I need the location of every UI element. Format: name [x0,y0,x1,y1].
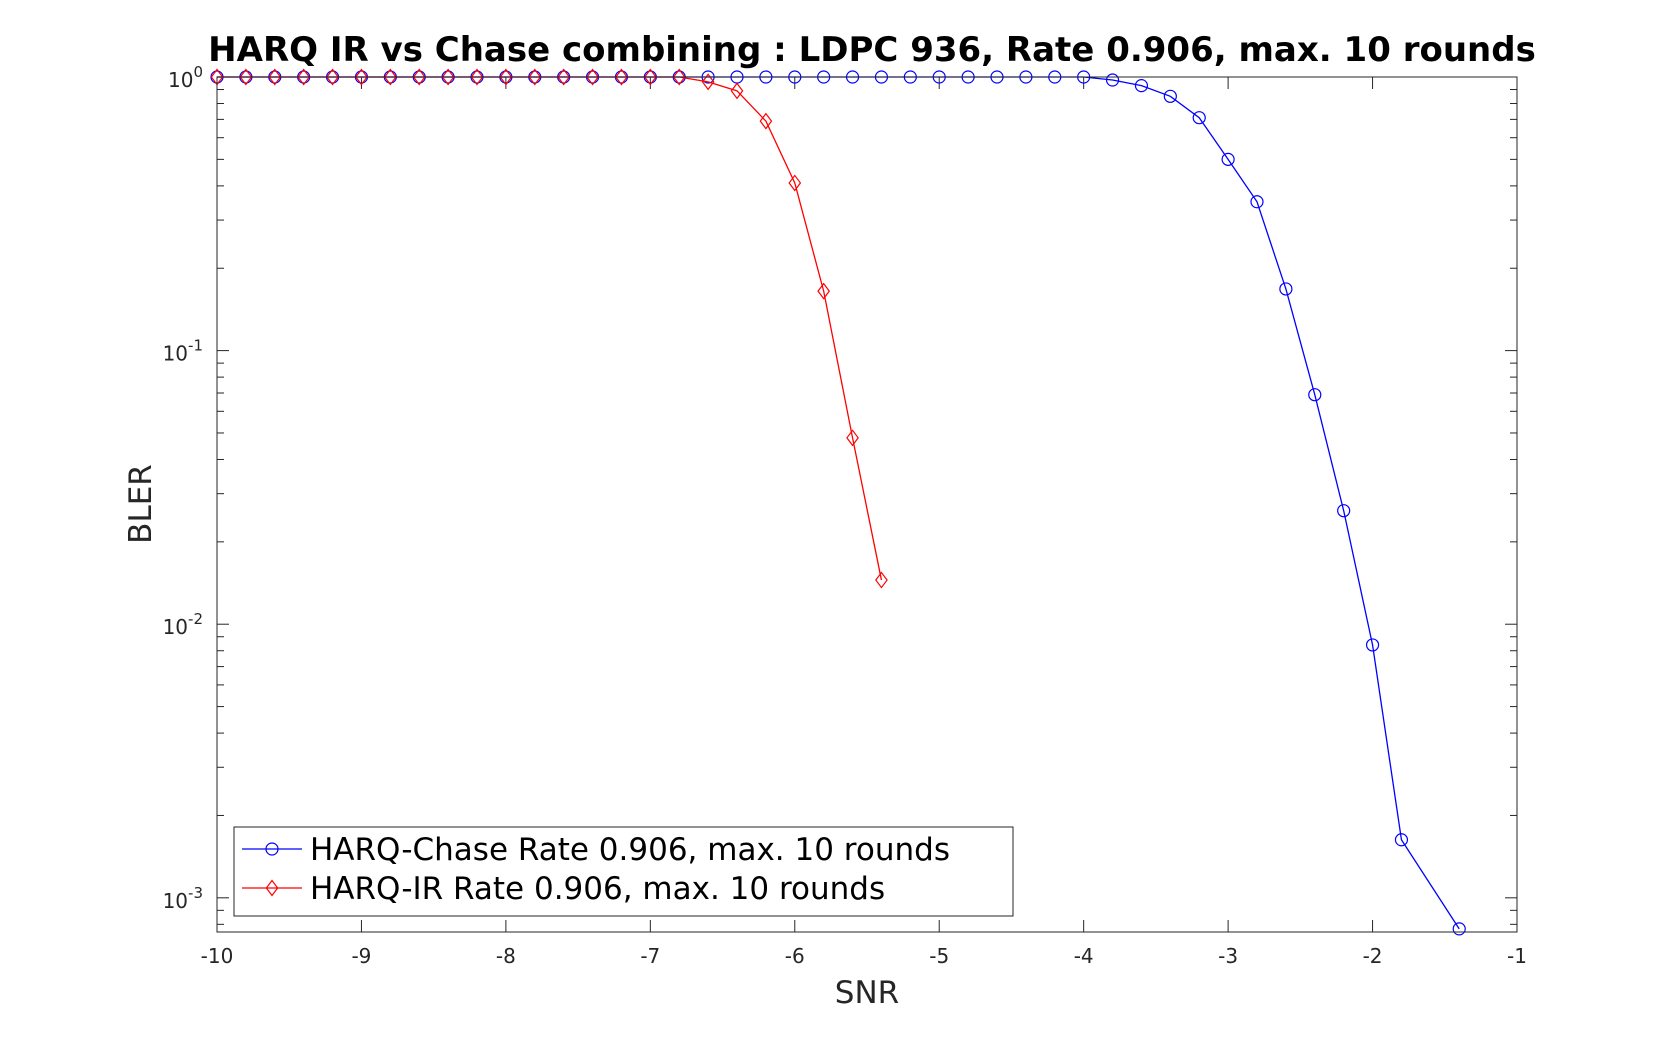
data-point [1192,111,1206,125]
data-point [586,68,599,86]
x-tick-label: -2 [1363,944,1383,968]
data-point [1105,73,1120,87]
data-point [643,68,657,86]
y-tick-label: 10-3 [163,884,203,913]
y-tick-label: 10-1 [163,337,203,366]
data-point [297,68,311,86]
data-point [470,68,484,86]
data-point [701,73,715,91]
y-tick-exponent: -1 [188,337,203,355]
data-point [528,68,542,86]
data-point [1134,79,1149,93]
legend-marker [265,842,279,856]
data-point [672,68,686,86]
data-point [412,68,426,86]
data-point [1337,504,1351,518]
data-point [1221,152,1235,166]
y-tick-exponent: -2 [188,610,203,628]
x-tick-label: -4 [1074,944,1094,968]
x-tick-label: -1 [1507,944,1527,968]
data-point [730,82,744,100]
data-point [846,429,859,447]
y-tick-label: 100 [168,63,203,92]
data-point [1163,89,1177,103]
data-point [239,68,253,86]
data-point [759,112,773,130]
x-tick-label: -7 [640,944,660,968]
y-tick-exponent: -3 [188,884,203,902]
x-tick-label: -5 [929,944,949,968]
data-point [1394,833,1409,847]
data-point [788,174,802,192]
data-point [875,571,888,589]
data-point [268,68,282,86]
y-tick-base: 10 [163,889,188,913]
legend-label: HARQ-IR Rate 0.906, max. 10 rounds [310,871,885,907]
legend-marker [265,879,279,897]
y-tick-base: 10 [168,68,193,92]
data-point [499,68,513,86]
y-tick-base: 10 [163,342,188,366]
legend: HARQ-Chase Rate 0.906, max. 10 roundsHAR… [233,826,1014,917]
x-tick-label: -3 [1218,944,1238,968]
data-point [1308,388,1322,402]
x-axis-label: SNR [835,975,899,1011]
x-tick-label: -6 [785,944,805,968]
y-axis-label: BLER [123,464,159,544]
y-tick-label: 10-2 [163,610,203,639]
data-point [1250,195,1264,209]
y-tick-base: 10 [163,615,188,639]
data-point [557,68,571,86]
data-point [1365,638,1380,652]
data-point [1452,922,1466,936]
data-point [615,68,628,86]
x-tick-label: -10 [201,944,234,968]
data-point [1279,282,1293,296]
chart-title: HARQ IR vs Chase combining : LDPC 936, R… [208,30,1536,70]
legend-label: HARQ-Chase Rate 0.906, max. 10 rounds [310,832,950,868]
data-point [326,68,339,86]
x-tick-label: -8 [496,944,516,968]
data-point [441,68,455,86]
data-point [817,282,831,300]
plot-area [216,76,1518,933]
data-point [355,68,368,86]
y-tick-exponent: 0 [193,63,203,81]
data-point [383,68,397,86]
x-tick-label: -9 [351,944,371,968]
